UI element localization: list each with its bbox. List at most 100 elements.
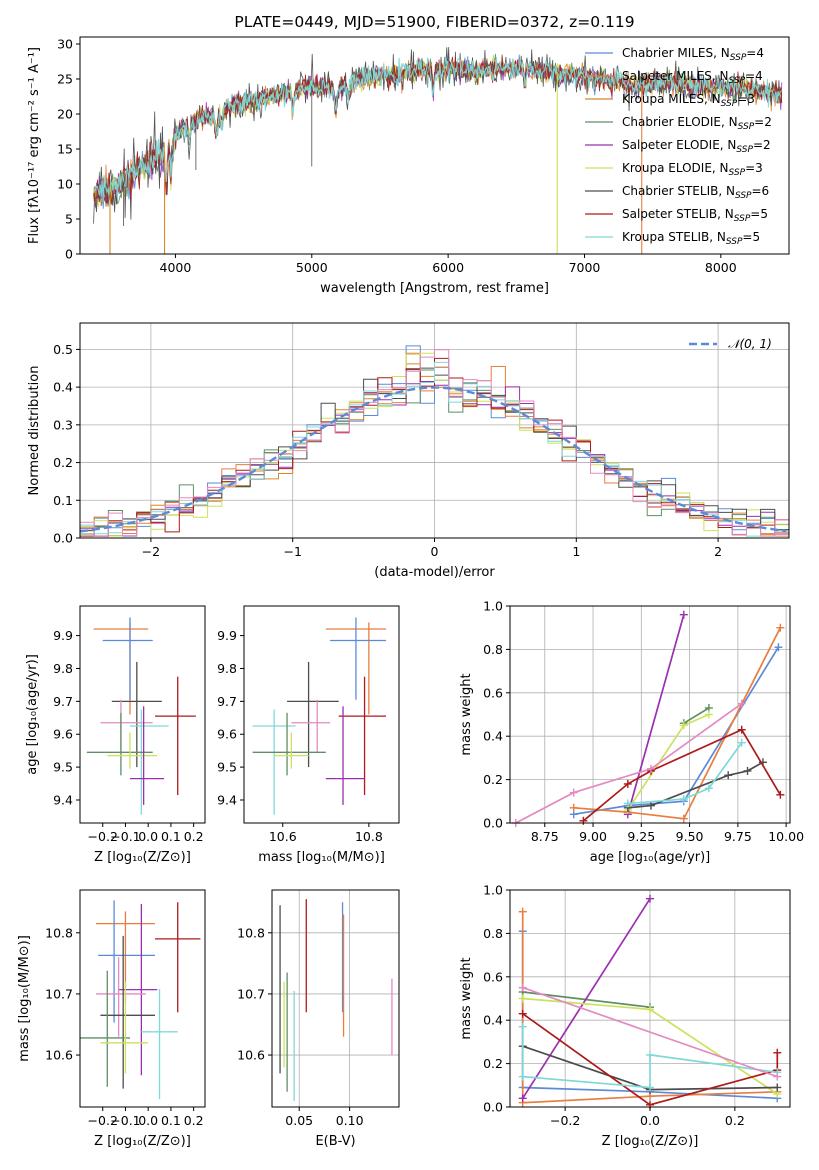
- y-tick-label: 9.6: [53, 727, 73, 742]
- x-tick-label: 0.0: [138, 829, 158, 844]
- y-tick-label: 9.6: [217, 727, 237, 742]
- spectrum-line-chabrier_stelib: [93, 47, 783, 224]
- legend-sub: SSP: [729, 76, 746, 86]
- y-tick-label: 0.0: [483, 1100, 503, 1115]
- legend-tail: =3: [745, 161, 763, 175]
- weight-marker-kroupa_stelib: [679, 795, 688, 804]
- x-tick-label: 8.75: [531, 829, 559, 844]
- plot-area-mass_vs_z: [80, 900, 201, 1100]
- chart-weight_vs_z: −0.2 0.0 0.2 0.0 0.2 0.4 0.6 0.8 1.0 Z [log₁₀(Z/Z…: [459, 883, 791, 1149]
- x-tick-label: 0.2: [184, 1113, 204, 1128]
- x-tick-label: 0: [431, 544, 439, 559]
- x-tick-label: 10.6: [269, 829, 297, 844]
- y-tick-label: 0.1: [53, 493, 73, 508]
- x-axis-label: Z [log₁₀(Z/Z⊙)]: [602, 1134, 699, 1149]
- y-tick-label: 0.4: [483, 1013, 503, 1028]
- x-axis-label: mass [log₁₀(M/M⊙)]: [258, 850, 385, 865]
- weight-marker-salpeter_stelib: [623, 779, 632, 788]
- plot-area-residuals: [80, 345, 789, 538]
- legend-text: Salpeter ELODIE, N: [622, 138, 736, 152]
- plot-area-spectrum: [93, 47, 783, 254]
- normal-curve: [80, 386, 787, 533]
- y-axis-label: Flux [fλ10⁻¹⁷ erg cm⁻² s⁻¹ A⁻¹]: [27, 47, 42, 244]
- weight-line-pink: [522, 986, 778, 1078]
- x-tick-label: 0.2: [184, 829, 204, 844]
- y-tick-label: 9.7: [53, 694, 73, 709]
- x-tick-label: 9.25: [627, 829, 655, 844]
- x-tick-label: 0.2: [725, 1113, 745, 1128]
- legend-text: Chabrier ELODIE, N: [622, 115, 738, 129]
- y-tick-label: 0.5: [53, 342, 73, 357]
- legend-sub: SSP: [721, 99, 738, 109]
- legend-sub: SSP: [736, 145, 753, 155]
- weight-marker-kroupa_stelib: [518, 1022, 527, 1031]
- legend-label-salpeter_stelib: Salpeter STELIB, NSSP=5: [622, 207, 768, 224]
- x-tick-label: 10.00: [768, 829, 804, 844]
- weight-marker-salpeter_miles: [679, 814, 688, 823]
- weight-marker-kroupa_stelib: [518, 1072, 527, 1081]
- weight-marker-salpeter_miles: [518, 907, 527, 916]
- x-tick-label: 9.75: [724, 829, 752, 844]
- weight-marker-kroupa_elodie: [679, 721, 688, 730]
- weight-marker-chabrier_stelib: [646, 801, 655, 810]
- y-tick-label: 10.8: [45, 925, 73, 940]
- x-tick-label: −0.2: [88, 1113, 118, 1128]
- weight-marker-kroupa_stelib: [704, 784, 713, 793]
- legend-sub: SSP: [729, 168, 746, 178]
- legend-text: Salpeter STELIB, N: [622, 207, 734, 221]
- weight-line-salpeter_miles: [573, 627, 782, 820]
- x-tick-label: 0.1: [161, 1113, 181, 1128]
- chart-spectrum: 4000 5000 6000 7000 8000 0 5 10 15 20 25 30 waveleng…: [27, 13, 790, 296]
- legend-sub: SSP: [726, 237, 743, 247]
- legend-label-salpeter_miles: Salpeter MILES, NSSP=4: [622, 69, 763, 86]
- legend-text: Salpeter MILES, N: [622, 69, 729, 83]
- y-tick-label: 10: [57, 177, 73, 192]
- y-tick-label: 5: [65, 212, 73, 227]
- legend-label-chabrier_elodie: Chabrier ELODIE, NSSP=2: [622, 115, 772, 132]
- x-tick-label: 1: [572, 544, 580, 559]
- weight-marker-salpeter_elodie: [679, 610, 688, 619]
- weight-marker-salpeter_miles: [776, 623, 785, 632]
- axes-frame: [271, 889, 400, 1108]
- legend-text: Chabrier MILES, N: [622, 46, 730, 60]
- x-tick-label: −1: [283, 544, 301, 559]
- weight-marker-salpeter_stelib: [776, 790, 785, 799]
- x-tick-label: 9.00: [579, 829, 607, 844]
- axes-frame: [79, 36, 790, 255]
- weight-marker-salpeter_stelib: [737, 725, 746, 734]
- legend-text: Kroupa ELODIE, N: [622, 161, 729, 175]
- weight-marker-salpeter_elodie: [518, 1094, 527, 1103]
- y-tick-label: 30: [57, 37, 73, 52]
- weight-line-pink: [515, 702, 743, 824]
- histogram-kroupa_stelib: [80, 361, 789, 538]
- x-tick-label: 10.8: [355, 829, 383, 844]
- y-tick-label: 0.2: [483, 1056, 503, 1071]
- weight-line-kroupa_stelib: [627, 742, 743, 805]
- y-tick-label: 0.4: [53, 380, 73, 395]
- x-tick-label: 0.0: [138, 1113, 158, 1128]
- x-axis-label: (data-model)/error: [374, 565, 495, 580]
- y-tick-label: 9.7: [217, 694, 237, 709]
- y-tick-label: 0.2: [53, 455, 73, 470]
- y-axis-label: mass weight: [459, 673, 474, 755]
- x-tick-label: 5000: [296, 260, 328, 275]
- x-tick-label: −0.1: [110, 1113, 140, 1128]
- weight-line-salpeter_elodie: [521, 898, 651, 1099]
- y-axis-label: mass [log₁₀(M/M⊙)]: [17, 935, 32, 1062]
- legend: 𝒩(0, 1): [689, 337, 772, 351]
- plot-area-weight_vs_z: [518, 894, 782, 1109]
- plot-area-mass_vs_ebv: [279, 899, 393, 1101]
- y-tick-label: 10.7: [45, 986, 73, 1001]
- y-axis-label: Normed distribution: [27, 366, 42, 496]
- legend-label-normal: 𝒩(0, 1): [728, 337, 772, 351]
- x-tick-label: −0.2: [88, 829, 118, 844]
- y-tick-label: 10.6: [45, 1048, 73, 1063]
- axes-frame: [243, 605, 400, 824]
- y-axis-label: age [log₁₀(age/yr)]: [25, 654, 40, 775]
- weight-marker-salpeter_stelib: [518, 1009, 527, 1018]
- legend-tail: =2: [754, 115, 772, 129]
- chart-residuals: −2 −1 0 1 2 0.0 0.1 0.2 0.3 0.4 0.5 (data-model)/er…: [27, 322, 790, 580]
- weight-marker-kroupa_stelib: [646, 1083, 654, 1092]
- plot-area-age_vs_z: [86, 617, 196, 815]
- weight-marker-pink: [569, 788, 578, 797]
